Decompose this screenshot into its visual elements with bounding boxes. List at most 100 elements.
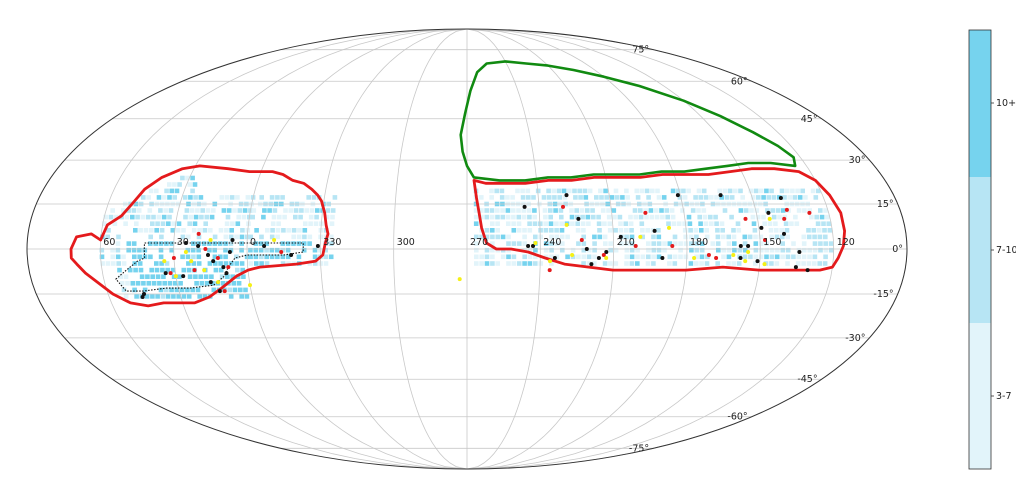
coverage-tile xyxy=(554,228,559,233)
coverage-tile xyxy=(592,261,597,266)
coverage-tile xyxy=(259,254,264,260)
coverage-tile xyxy=(244,294,250,299)
coverage-tile xyxy=(267,208,272,213)
coverage-tile xyxy=(191,261,197,266)
coverage-tile xyxy=(303,221,308,226)
coverage-tile xyxy=(533,261,538,266)
coverage-tile xyxy=(570,221,575,226)
coverage-tile xyxy=(131,208,137,213)
coverage-tile xyxy=(269,254,275,260)
coverage-tile xyxy=(212,234,218,240)
coverage-tile xyxy=(806,234,812,240)
coverage-tile xyxy=(473,214,479,220)
coverage-tile xyxy=(191,254,196,260)
coverage-tile xyxy=(258,241,264,246)
coverage-tile xyxy=(747,234,753,240)
coverage-tile xyxy=(624,254,630,260)
coverage-tile xyxy=(511,221,516,226)
red-data-point xyxy=(171,256,176,260)
coverage-tile xyxy=(285,254,291,260)
coverage-tile xyxy=(672,241,678,246)
coverage-tile xyxy=(553,208,558,213)
coverage-tile xyxy=(633,214,639,220)
coverage-tile xyxy=(743,208,749,213)
coverage-tile xyxy=(713,214,718,220)
coverage-tile xyxy=(551,188,557,194)
coverage-tile xyxy=(150,294,155,299)
coverage-tile xyxy=(748,254,753,260)
coverage-tile xyxy=(646,254,651,260)
coverage-tile xyxy=(604,195,609,200)
coverage-tile xyxy=(248,247,253,253)
coverage-tile xyxy=(141,195,146,200)
coverage-tile xyxy=(148,254,153,260)
coverage-tile xyxy=(105,261,111,266)
coverage-tile xyxy=(651,247,657,253)
coverage-tile xyxy=(653,208,659,213)
coverage-tile xyxy=(651,234,656,240)
coverage-tile xyxy=(195,208,200,213)
black-data-point xyxy=(675,193,680,198)
coverage-tile xyxy=(121,261,127,266)
coverage-tile xyxy=(298,214,303,220)
coverage-tile xyxy=(155,274,161,279)
coverage-tile xyxy=(490,221,495,226)
coverage-tile xyxy=(554,234,560,240)
coverage-tile xyxy=(682,195,688,200)
coverage-tile xyxy=(219,195,225,200)
coverage-tile xyxy=(790,188,795,194)
coverage-tile xyxy=(794,221,800,226)
coverage-tile xyxy=(143,228,149,233)
coverage-tile xyxy=(474,241,479,246)
coverage-tile xyxy=(112,221,118,226)
coverage-tile xyxy=(223,254,228,260)
coverage-tile xyxy=(195,287,201,293)
black-data-point xyxy=(618,234,623,239)
coverage-tile xyxy=(191,241,196,246)
black-data-point xyxy=(604,250,609,254)
coverage-tile xyxy=(163,208,168,213)
coverage-tile xyxy=(696,188,702,194)
red-data-point xyxy=(706,253,711,257)
coverage-tile xyxy=(121,287,127,293)
coverage-tile xyxy=(499,188,505,194)
red-data-point xyxy=(807,210,812,215)
coverage-tile xyxy=(735,221,741,226)
coverage-tile xyxy=(253,247,259,253)
coverage-tile xyxy=(145,214,151,220)
black-data-point xyxy=(589,262,594,267)
coverage-tile xyxy=(302,234,307,240)
coverage-tile xyxy=(767,221,773,226)
black-data-point xyxy=(596,256,601,260)
coverage-tile xyxy=(500,214,506,220)
coverage-tile xyxy=(516,221,522,226)
coverage-tile xyxy=(160,294,166,299)
coverage-tile xyxy=(714,195,719,200)
coverage-tile xyxy=(230,221,235,226)
data-points xyxy=(140,193,812,299)
coverage-tile xyxy=(168,208,174,213)
coverage-tile xyxy=(489,214,495,220)
coverage-tile xyxy=(521,208,527,213)
yellow-data-point xyxy=(162,259,167,264)
coverage-tile xyxy=(812,254,818,260)
coverage-tile xyxy=(506,241,511,246)
red-data-point xyxy=(670,244,675,248)
black-data-point xyxy=(652,228,657,233)
coverage-tile xyxy=(694,234,699,240)
black-data-point xyxy=(196,244,201,248)
coverage-tile xyxy=(801,254,807,260)
coverage-tile xyxy=(162,281,167,286)
coverage-tile xyxy=(225,214,231,220)
coverage-tile xyxy=(313,221,319,226)
coverage-tile xyxy=(801,261,806,266)
coverage-tile xyxy=(117,267,122,273)
coverage-tile xyxy=(153,241,158,246)
coverage-tile xyxy=(99,247,105,253)
coverage-tile xyxy=(238,287,243,293)
coverage-tile xyxy=(755,214,761,220)
coverage-tile xyxy=(624,247,630,253)
coverage-tile xyxy=(538,234,543,240)
coverage-tile xyxy=(623,221,629,226)
coverage-tile xyxy=(223,241,228,246)
